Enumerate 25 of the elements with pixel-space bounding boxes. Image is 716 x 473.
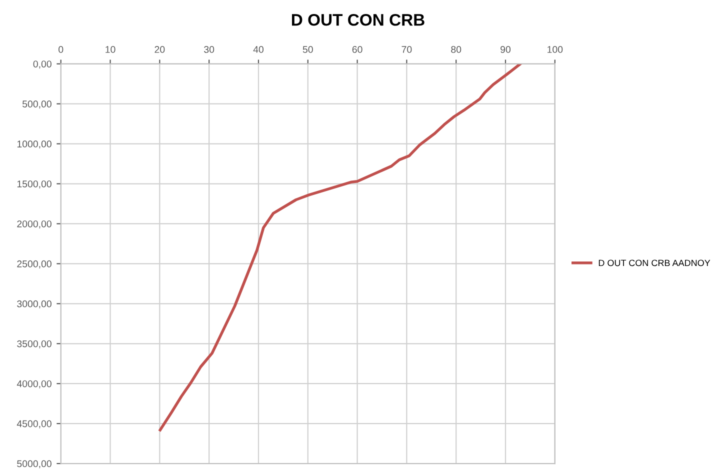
x-tick-label: 90 [500, 46, 511, 53]
y-tick-label: 3000,00 [17, 300, 52, 308]
x-tick-label: 50 [302, 46, 313, 53]
chart-title: D OUT CON CRB [292, 14, 424, 26]
y-tick-label: 0,00 [33, 60, 52, 69]
y-tick-label: 2000,00 [17, 220, 52, 228]
line-series [158, 64, 522, 432]
y-tick-label: 4500,00 [16, 420, 52, 428]
x-tick-label: 100 [548, 46, 563, 53]
x-tick-label: 70 [402, 46, 412, 53]
x-tick-label: 0 [58, 46, 64, 53]
y-tick-label: 3500,00 [17, 340, 52, 348]
x-tick-label: 80 [451, 46, 462, 53]
y-tick-label: 4000,00 [16, 380, 52, 388]
legend-label: D OUT CON CRB AADNOY [598, 260, 710, 266]
x-tick-label: 30 [204, 46, 214, 53]
y-tick-label: 2500,00 [17, 260, 52, 268]
x-tick-label: 40 [253, 46, 264, 53]
y-tick-label: 500,00 [22, 100, 52, 109]
x-tick-label: 10 [106, 46, 116, 53]
y-tick-label: 1500,00 [17, 180, 52, 189]
x-tick-label: 60 [352, 46, 362, 53]
y-tick-label: 5000,00 [17, 460, 52, 468]
x-tick-label: 20 [154, 46, 165, 53]
y-tick-label: 1000,00 [17, 140, 52, 149]
